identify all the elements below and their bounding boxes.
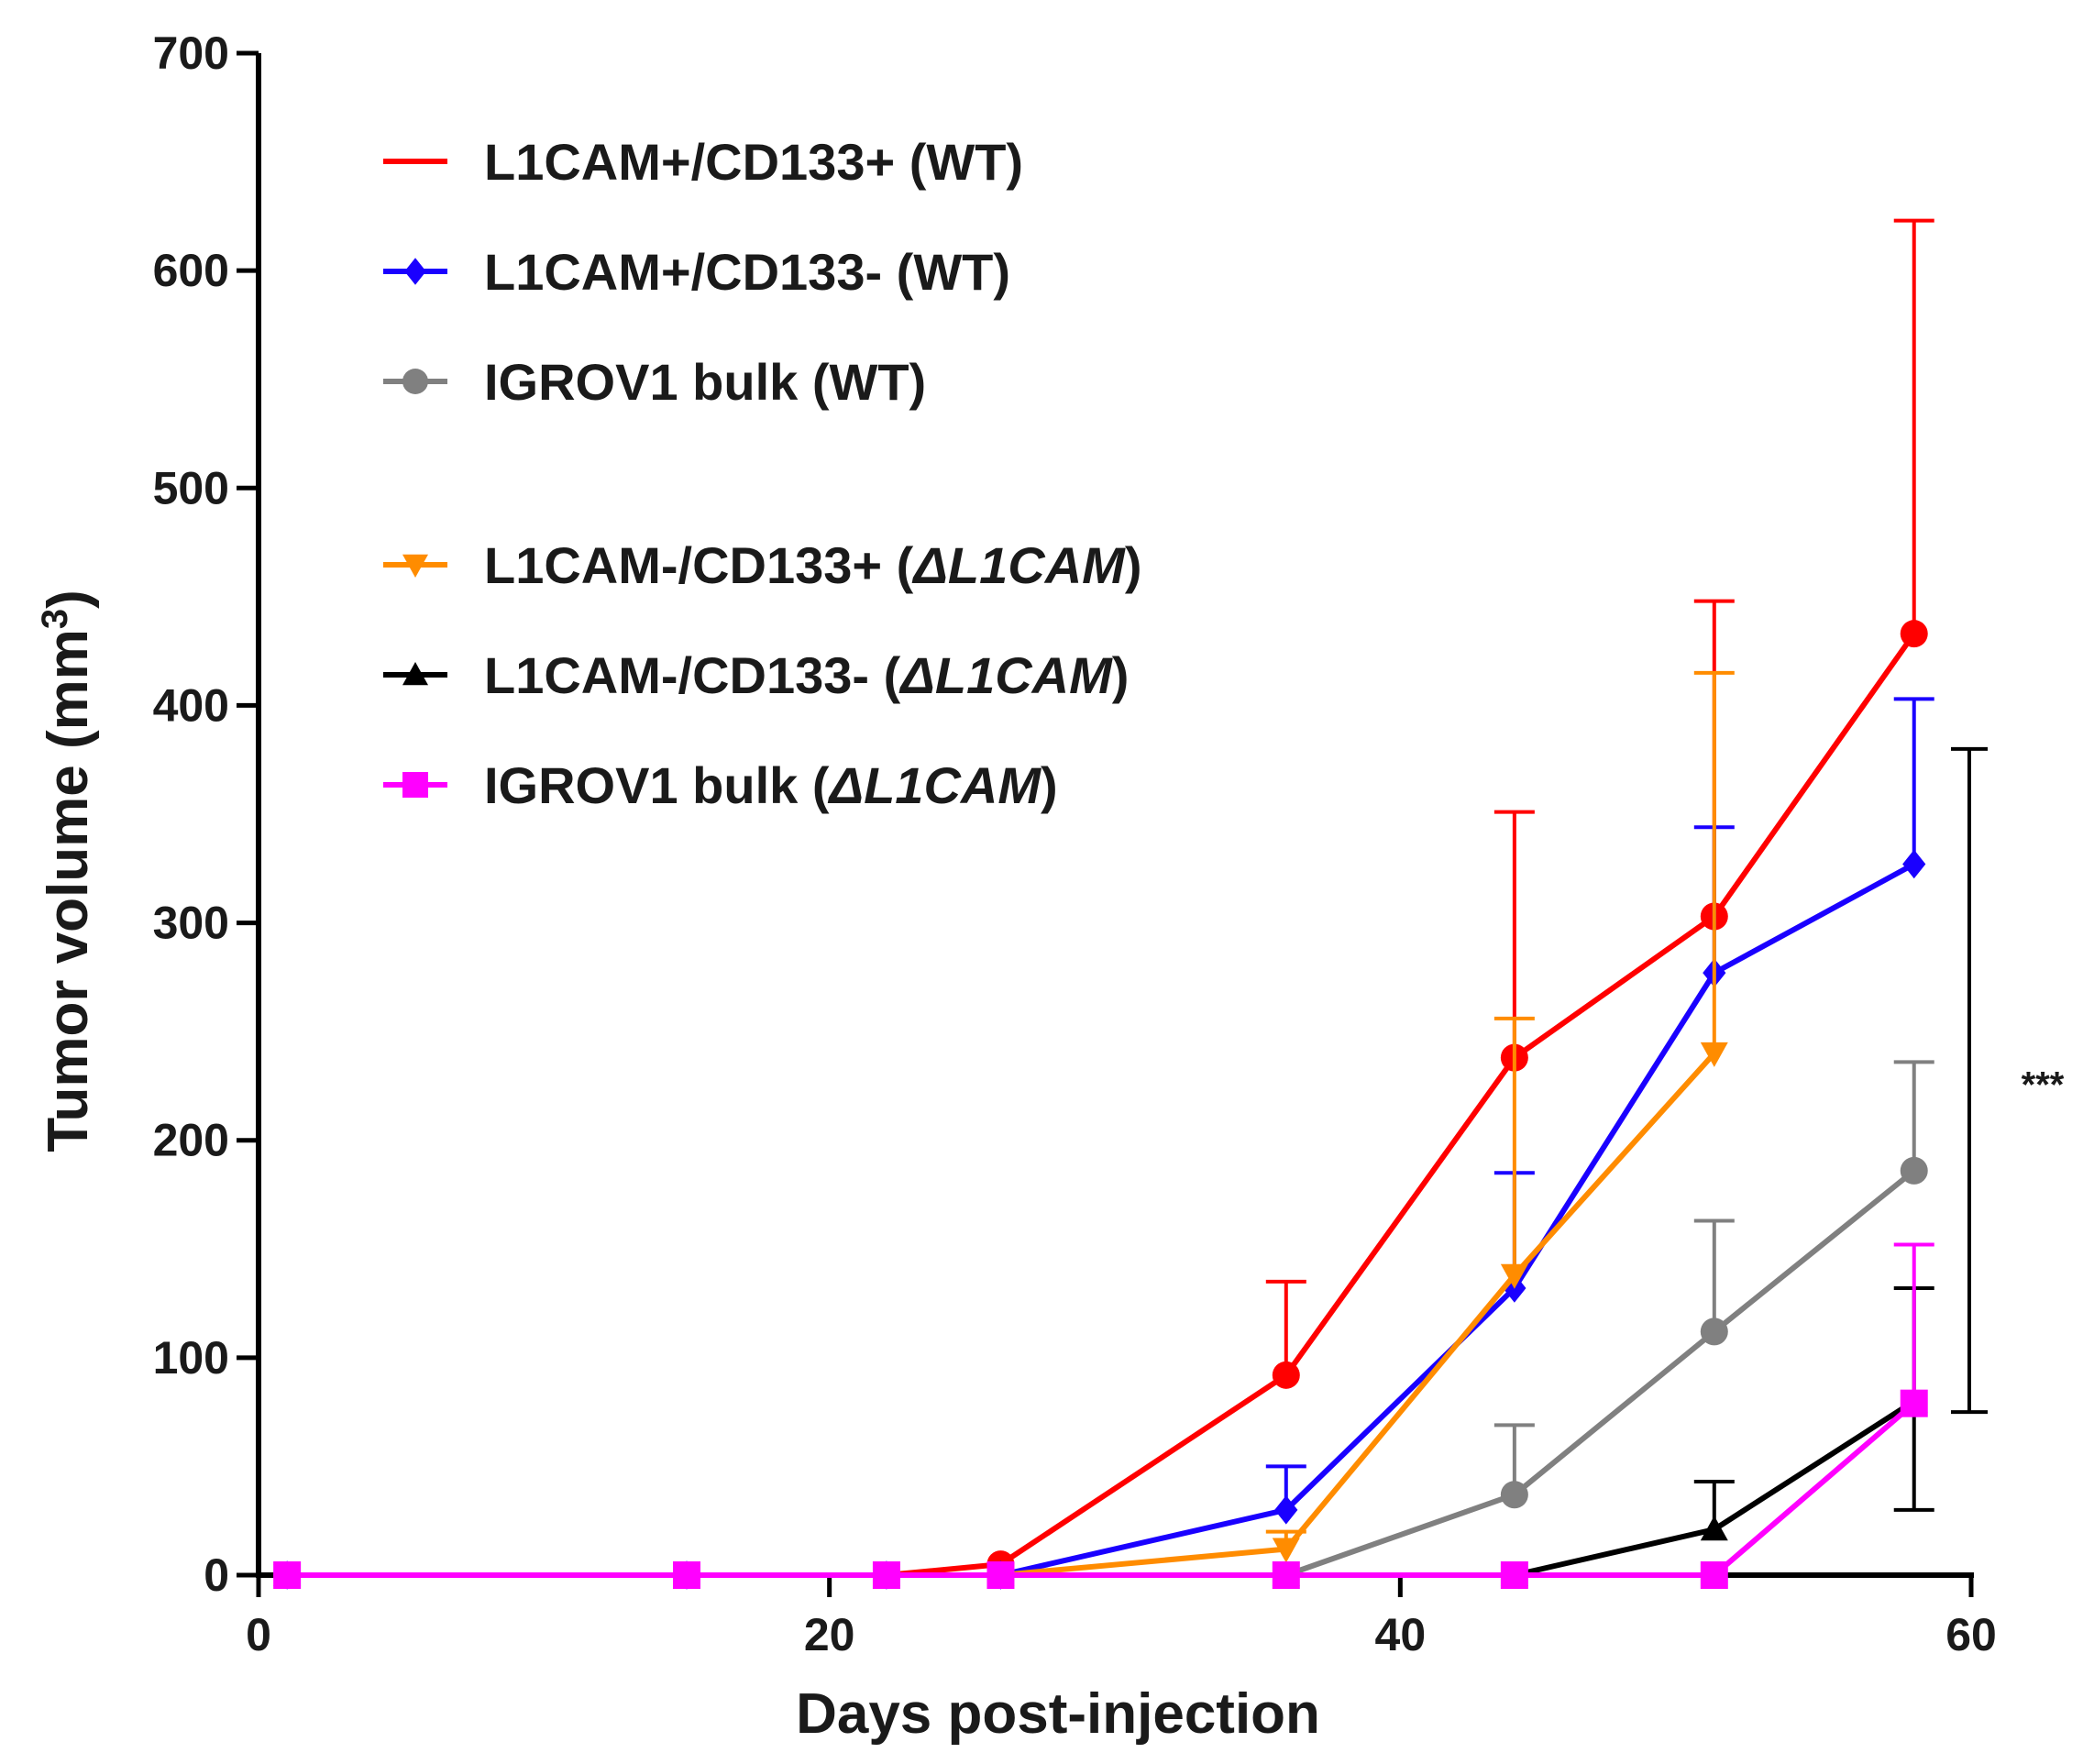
x-tick-label: 0 — [246, 1609, 271, 1660]
legend-label-text: L1CAM+/CD133- (WT) — [484, 243, 1010, 301]
data-point — [1700, 1516, 1728, 1541]
data-point — [402, 369, 428, 394]
data-point — [1274, 1495, 1298, 1525]
data-point — [673, 1561, 700, 1589]
y-tick-label: 300 — [153, 898, 229, 949]
legend-item-l1cam-cd133pos-wt: L1CAM+/CD133+ (WT) — [383, 133, 1023, 191]
legend-label-text: IGROV1 bulk (WT) — [484, 353, 926, 411]
x-tick-label: 60 — [1945, 1609, 1997, 1660]
series-igrov1-bulk-wt — [273, 1060, 1934, 1589]
x-tick-label: 20 — [804, 1609, 855, 1660]
data-point — [1272, 1361, 1300, 1389]
legend-label-tail: ) — [1041, 756, 1058, 814]
data-point — [402, 662, 428, 686]
legend-label: L1CAM-/CD133+ (ΔL1CAM) — [484, 536, 1141, 594]
y-axis-title: Tumor volume (mm3) — [35, 590, 100, 1152]
legend-item-igrov1-bulk-wt: IGROV1 bulk (WT) — [383, 353, 926, 411]
legend-label-text: L1CAM-/CD133+ ( — [484, 536, 914, 594]
series-line — [287, 1401, 1916, 1578]
y-tick-label: 500 — [153, 462, 229, 513]
legend-item-igrov1-bulk-delta: IGROV1 bulk (ΔL1CAM) — [383, 756, 1058, 814]
legend-label-text: L1CAM+/CD133+ (WT) — [484, 133, 1023, 191]
y-tick-label: 600 — [153, 245, 229, 296]
series-l1cam-cd133pos-wt — [273, 218, 1934, 1589]
legend-label-italic: ΔL1CAM — [911, 536, 1126, 594]
data-point — [1500, 1481, 1528, 1509]
legend-label-tail: ) — [1125, 536, 1142, 594]
series-line — [287, 861, 1916, 1578]
data-point — [1272, 1538, 1300, 1563]
series-l1cam-cd133neg-wt — [275, 697, 1934, 1590]
series-l1cam-neg-cd133neg-delta — [273, 1285, 1934, 1586]
y-tick-label: 700 — [153, 28, 229, 79]
legend-label-text: L1CAM-/CD133- ( — [484, 646, 901, 704]
series-igrov1-bulk-delta — [273, 1242, 1934, 1589]
legend-item-l1cam-neg-cd133neg-delta: L1CAM-/CD133- (ΔL1CAM) — [383, 646, 1129, 704]
legend-label: L1CAM-/CD133- (ΔL1CAM) — [484, 646, 1129, 704]
series-layer — [273, 218, 1934, 1590]
legend-label: L1CAM+/CD133+ (WT) — [484, 133, 1023, 191]
series-line — [287, 1168, 1916, 1578]
legend: L1CAM+/CD133+ (WT) L1CAM+/CD133- (WT) IGRO… — [383, 133, 1141, 814]
data-point — [1900, 1389, 1928, 1417]
data-point — [404, 258, 426, 285]
series-line — [287, 1398, 1916, 1578]
legend-label: IGROV1 bulk (ΔL1CAM) — [484, 756, 1058, 814]
y-axis-title-superscript: 3 — [35, 609, 75, 629]
data-point — [1900, 620, 1928, 648]
data-point — [273, 1561, 302, 1589]
y-tick-label: 400 — [153, 679, 229, 731]
data-point — [1700, 1561, 1728, 1589]
data-point — [1500, 1561, 1528, 1589]
data-point — [872, 1561, 900, 1589]
legend-label-italic: ΔL1CAM — [898, 646, 1113, 704]
y-axis-title-text: Tumor volume (mm — [37, 629, 100, 1152]
legend-label: L1CAM+/CD133- (WT) — [484, 243, 1010, 301]
x-axis-title: Days post-injection — [796, 1682, 1320, 1746]
legend-label-tail: ) — [1112, 646, 1130, 704]
data-point — [986, 1561, 1015, 1589]
significance-label: *** — [2022, 1065, 2065, 1106]
legend-label-text: IGROV1 bulk ( — [484, 756, 830, 814]
data-point — [1902, 849, 1926, 879]
x-tick-label: 40 — [1375, 1609, 1427, 1660]
y-tick-label: 0 — [204, 1549, 229, 1601]
y-axis-title-close: ) — [37, 590, 100, 609]
data-point — [1900, 1156, 1928, 1185]
data-point — [402, 554, 428, 578]
y-tick-label: 100 — [153, 1332, 229, 1384]
data-point — [1272, 1561, 1300, 1589]
data-point — [1700, 1042, 1728, 1067]
data-point — [402, 772, 428, 798]
svg-text:Tumor volume (mm3): Tumor volume (mm3) — [35, 590, 100, 1152]
y-tick-label: 200 — [153, 1115, 229, 1166]
data-point — [1700, 1317, 1728, 1346]
legend-label: IGROV1 bulk (WT) — [484, 353, 926, 411]
significance-layer: *** — [1951, 746, 2065, 1415]
legend-item-l1cam-cd133neg-wt: L1CAM+/CD133- (WT) — [383, 243, 1010, 301]
data-point — [1500, 1263, 1528, 1289]
legend-item-l1cam-neg-cd133pos-delta: L1CAM-/CD133+ (ΔL1CAM) — [383, 536, 1141, 594]
legend-label-italic: ΔL1CAM — [828, 756, 1042, 814]
